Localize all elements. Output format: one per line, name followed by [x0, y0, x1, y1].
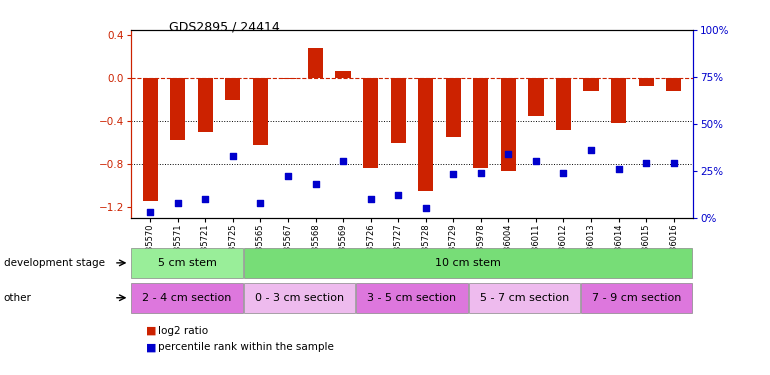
Point [310, 181, 322, 187]
Point [144, 209, 156, 215]
Bar [666, 78, 681, 91]
Bar [280, 78, 296, 79]
Point [612, 166, 624, 172]
Text: 5 - 7 cm section: 5 - 7 cm section [480, 293, 569, 303]
Bar [244, 248, 692, 278]
Bar [556, 78, 571, 130]
Point [530, 158, 542, 164]
Bar [357, 283, 467, 313]
Text: 0 - 3 cm section: 0 - 3 cm section [255, 293, 344, 303]
Bar [132, 283, 243, 313]
Bar [363, 78, 378, 168]
Bar [142, 78, 158, 201]
Text: 10 cm stem: 10 cm stem [435, 258, 501, 268]
Point [254, 200, 266, 206]
Point [337, 158, 350, 164]
Point [557, 170, 570, 176]
Point [640, 160, 652, 166]
Text: GDS2895 / 24414: GDS2895 / 24414 [169, 21, 280, 34]
Bar [474, 78, 488, 168]
Bar [638, 78, 654, 86]
Point [474, 170, 487, 176]
Bar [336, 71, 350, 78]
Bar [446, 78, 461, 137]
Point [585, 147, 598, 153]
Text: 3 - 5 cm section: 3 - 5 cm section [367, 293, 457, 303]
Point [172, 200, 184, 206]
Bar [253, 78, 268, 145]
Bar [170, 78, 186, 140]
Bar [528, 78, 544, 116]
Text: other: other [4, 293, 32, 303]
Text: 2 - 4 cm section: 2 - 4 cm section [142, 293, 232, 303]
Point [392, 192, 404, 198]
Text: ■: ■ [146, 342, 157, 352]
Bar [469, 283, 580, 313]
Point [199, 196, 212, 202]
Point [364, 196, 377, 202]
Text: 5 cm stem: 5 cm stem [158, 258, 216, 268]
Bar [244, 283, 355, 313]
Point [502, 151, 514, 157]
Text: 7 - 9 cm section: 7 - 9 cm section [592, 293, 681, 303]
Bar [500, 78, 516, 171]
Text: development stage: development stage [4, 258, 105, 268]
Bar [132, 248, 243, 278]
Bar [390, 78, 406, 142]
Text: percentile rank within the sample: percentile rank within the sample [158, 342, 333, 352]
Bar [198, 78, 213, 132]
Point [420, 205, 432, 211]
Bar [611, 78, 626, 123]
Bar [418, 78, 434, 191]
Text: log2 ratio: log2 ratio [158, 326, 208, 336]
Text: ■: ■ [146, 326, 157, 336]
Bar [584, 78, 598, 91]
Point [226, 153, 239, 159]
Bar [308, 48, 323, 78]
Bar [226, 78, 240, 100]
Point [668, 160, 680, 166]
Point [447, 171, 460, 177]
Point [282, 173, 294, 179]
Bar [581, 283, 692, 313]
